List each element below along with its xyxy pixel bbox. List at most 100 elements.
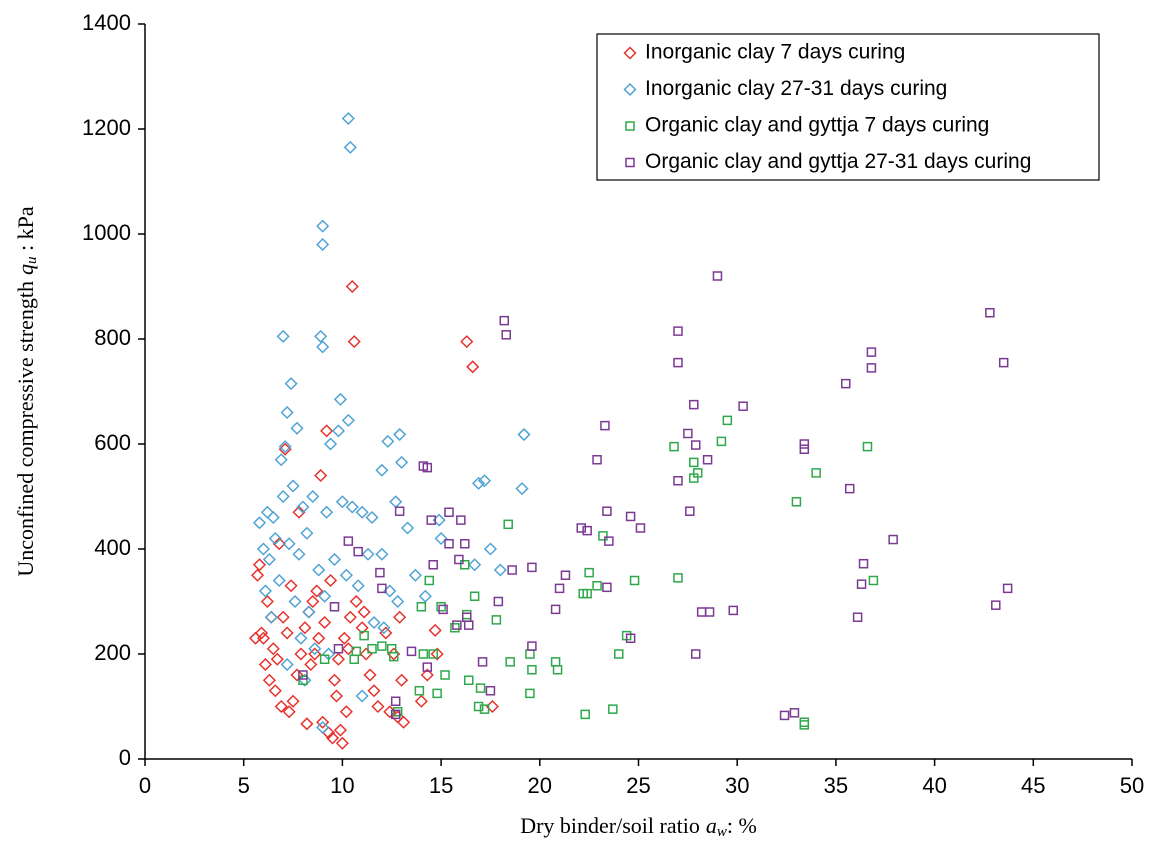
point (331, 652, 346, 666)
legend-label: Inorganic clay 7 days curing (645, 41, 905, 64)
point (248, 631, 263, 645)
point (333, 723, 347, 737)
point (274, 699, 288, 714)
y-tick-label: 1400 (82, 10, 131, 35)
point (314, 329, 328, 343)
point (272, 573, 286, 588)
point (592, 455, 602, 465)
point (600, 420, 610, 431)
point (428, 560, 438, 570)
x-axis-title-symbol: a (706, 813, 717, 838)
point (296, 500, 310, 514)
point (866, 347, 877, 357)
point (300, 717, 314, 731)
point (329, 602, 340, 612)
point (985, 308, 995, 318)
point (359, 630, 369, 641)
point (477, 657, 488, 667)
x-axis-title-subscript: w (717, 824, 727, 840)
point (343, 610, 357, 624)
point (300, 526, 314, 540)
x-tick-label: 5 (238, 773, 250, 798)
point (515, 482, 529, 496)
point (323, 573, 338, 588)
point (335, 495, 349, 509)
x-tick-label: 45 (1021, 773, 1045, 798)
point (844, 483, 855, 494)
point (361, 547, 375, 561)
point (550, 604, 561, 615)
point (689, 399, 699, 410)
point (391, 594, 405, 609)
point (463, 620, 474, 630)
point (598, 531, 608, 541)
point (264, 610, 278, 624)
point (434, 531, 448, 546)
point (491, 615, 502, 625)
x-tick-label: 25 (626, 773, 650, 798)
point (335, 736, 349, 750)
point (728, 605, 739, 616)
point (343, 536, 354, 546)
y-tick-label: 1000 (82, 220, 131, 245)
point (685, 506, 695, 516)
point (479, 704, 490, 714)
x-tick-label: 30 (725, 773, 749, 798)
point (306, 594, 320, 609)
point (584, 567, 594, 578)
point (367, 644, 377, 654)
point (473, 701, 484, 712)
point (359, 647, 373, 661)
point (460, 539, 470, 549)
point (276, 489, 290, 504)
point (608, 704, 618, 714)
point (388, 651, 399, 662)
point (799, 720, 810, 730)
point (363, 668, 377, 682)
point (333, 392, 347, 406)
point (472, 476, 486, 490)
point (316, 720, 330, 735)
point (475, 683, 486, 693)
point (452, 620, 462, 630)
point (367, 684, 381, 698)
point (450, 623, 460, 633)
legend-label: Organic clay and gyttja 27-31 days curin… (645, 150, 1031, 173)
point (673, 476, 683, 486)
point (629, 575, 640, 586)
x-tick-label: 40 (922, 773, 946, 798)
point (430, 647, 444, 661)
point (408, 568, 422, 582)
point (375, 547, 389, 561)
point (991, 600, 1001, 610)
point (318, 589, 332, 603)
point (422, 662, 433, 672)
point (483, 542, 498, 556)
point (716, 436, 727, 447)
point (673, 357, 683, 368)
point (345, 279, 359, 294)
point (462, 609, 472, 620)
point (286, 479, 300, 493)
point (290, 421, 304, 435)
point (582, 525, 592, 536)
point (390, 709, 401, 720)
point (454, 554, 464, 565)
y-tick-label: 400 (94, 535, 131, 560)
point (333, 644, 344, 654)
point (341, 413, 355, 427)
point (462, 612, 472, 622)
point (436, 602, 446, 612)
point (683, 428, 693, 439)
point (252, 516, 267, 530)
point (268, 684, 282, 698)
y-tick-label: 0 (119, 745, 131, 770)
point (355, 505, 369, 519)
point (673, 326, 683, 336)
point (625, 511, 636, 522)
point (696, 607, 707, 617)
point (284, 579, 298, 593)
point (302, 605, 316, 619)
x-axis-title-unit: : % (727, 813, 757, 838)
